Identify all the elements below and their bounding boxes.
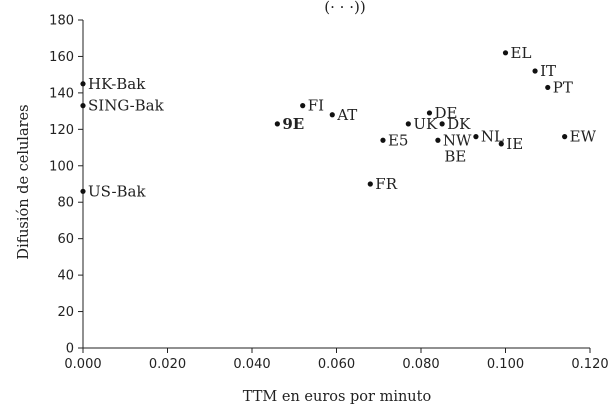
data-point <box>502 50 509 56</box>
data-point <box>329 112 335 118</box>
x-axis-ticks: 0.000 0.020 0.040 0.060 0.080 0.100 0.120 <box>64 348 609 372</box>
data-point-label: EW <box>570 128 597 146</box>
annotations: BE <box>444 148 466 166</box>
data-point-label: E5 <box>388 131 409 149</box>
data-point-label: 9E <box>282 115 304 133</box>
data-point-label: DE <box>434 104 457 122</box>
data-point <box>473 134 479 140</box>
data-point <box>405 121 411 127</box>
data-point <box>274 121 280 127</box>
data-point <box>545 84 551 91</box>
data-point-label: FI <box>308 97 324 115</box>
data-point <box>435 137 441 143</box>
data-point-label: EL <box>511 44 532 62</box>
y-tick-label: 40 <box>57 269 74 284</box>
y-tick-label: 180 <box>49 14 74 29</box>
x-tick-label: 0.040 <box>233 357 270 372</box>
chart-title-fragment: (· · ·)) <box>324 0 365 16</box>
data-point-label: DK <box>447 115 471 133</box>
data-point <box>439 121 445 127</box>
data-point <box>380 137 386 143</box>
x-tick-label: 0.120 <box>571 357 608 372</box>
data-point-label: AT <box>336 106 357 124</box>
data-point-label: IE <box>506 135 523 153</box>
data-point-label: NW <box>443 131 472 149</box>
data-point-label: NL <box>481 128 504 146</box>
x-tick-label: 0.020 <box>149 357 186 372</box>
x-tick-label: 0.060 <box>318 357 355 372</box>
y-tick-label: 0 <box>66 342 74 357</box>
data-point-label: UK <box>413 115 438 133</box>
y-tick-label: 80 <box>57 196 74 211</box>
y-axis-ticks: 0 20 40 60 80 100 120 140 160 180 <box>49 14 83 357</box>
y-tick-label: 160 <box>49 50 74 65</box>
data-point-label: PT <box>553 78 573 96</box>
chart-axes <box>82 20 590 349</box>
data-point-label: FR <box>375 175 397 193</box>
y-tick-label: 60 <box>57 232 74 247</box>
y-tick-label: 100 <box>49 159 74 174</box>
x-axis-title: TTM en euros por minuto <box>243 389 431 405</box>
data-point-label: HK-Bak <box>88 75 146 93</box>
data-point <box>426 110 433 116</box>
y-tick-label: 20 <box>57 305 74 320</box>
data-point <box>532 68 538 74</box>
x-tick-label: 0.100 <box>487 357 524 372</box>
data-point <box>80 103 86 109</box>
annotation-label: BE <box>444 148 466 166</box>
x-tick-label: 0.000 <box>64 357 101 372</box>
data-point <box>498 141 504 147</box>
y-tick-label: 120 <box>49 123 74 138</box>
data-point <box>300 103 306 109</box>
data-point <box>562 134 568 140</box>
data-point <box>367 181 373 187</box>
data-point <box>80 188 86 194</box>
x-tick-label: 0.080 <box>402 357 439 372</box>
y-axis-title: Difusión de celulares <box>16 104 32 259</box>
data-point-label: US-Bak <box>88 182 147 200</box>
data-point-label: SING-Bak <box>88 97 165 115</box>
data-point <box>80 81 86 87</box>
data-point-label: IT <box>540 62 556 80</box>
y-tick-label: 140 <box>49 86 74 101</box>
